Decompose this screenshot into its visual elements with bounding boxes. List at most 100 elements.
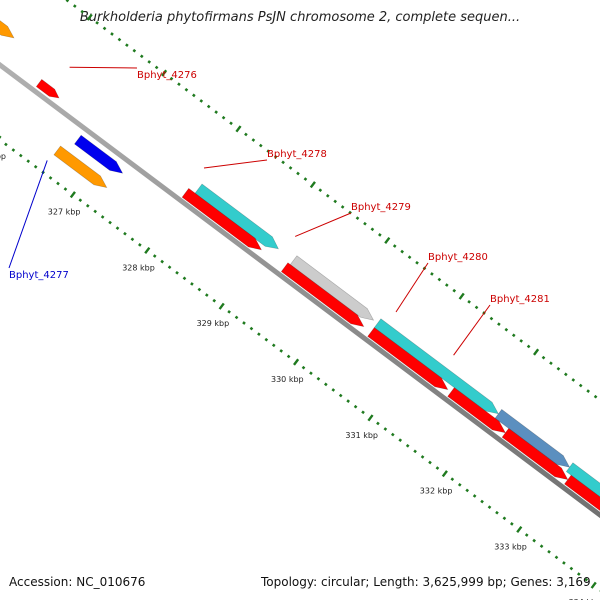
minor-tick — [95, 21, 99, 25]
minor-tick — [309, 371, 313, 376]
minor-tick — [115, 226, 120, 230]
gene-arrow — [289, 255, 375, 321]
minor-tick — [370, 227, 375, 232]
minor-tick — [532, 538, 536, 543]
minor-tick — [249, 326, 254, 331]
major-tick — [458, 292, 465, 300]
minor-tick — [85, 204, 90, 208]
minor-tick — [489, 316, 494, 321]
minor-tick — [182, 276, 187, 281]
minor-tick — [167, 265, 172, 270]
minor-tick — [65, 0, 70, 3]
minor-tick — [169, 76, 174, 81]
major-tick — [218, 302, 225, 310]
kbp-label: 333 kbp — [494, 542, 527, 551]
minor-tick — [398, 438, 403, 443]
minor-tick — [93, 209, 98, 214]
minor-tick — [132, 48, 137, 53]
minor-tick — [556, 366, 561, 371]
minor-tick — [258, 143, 263, 148]
leader-line — [8, 160, 48, 269]
minor-tick — [474, 305, 479, 310]
minor-tick — [316, 376, 321, 381]
gene-label-bphyt_4276: Bphyt_4276 — [137, 70, 197, 81]
major-tick — [367, 414, 374, 422]
minor-tick — [562, 561, 566, 565]
minor-tick — [539, 544, 544, 549]
minor-tick — [392, 244, 397, 248]
minor-tick — [271, 343, 276, 348]
minor-tick — [160, 259, 164, 264]
kbp-label: 327 kbp — [48, 208, 81, 217]
minor-tick — [221, 115, 226, 120]
minor-tick — [346, 399, 350, 403]
minor-tick — [524, 533, 529, 537]
minor-tick — [413, 449, 417, 454]
gene-arrow — [53, 145, 108, 189]
minor-tick — [100, 215, 105, 219]
kbp-label: 329 kbp — [197, 319, 230, 328]
minor-tick — [390, 432, 395, 437]
backbone-layer — [0, 61, 600, 519]
major-tick — [590, 581, 597, 589]
gene-arrow — [565, 462, 600, 498]
gene-arrow — [35, 78, 60, 99]
minor-tick — [415, 260, 419, 265]
minor-tick — [72, 4, 77, 8]
major-tick — [144, 246, 151, 254]
minor-tick — [152, 254, 157, 258]
gene-arrow — [74, 134, 124, 174]
minor-tick — [569, 566, 574, 571]
minor-tick — [273, 154, 278, 159]
minor-tick — [4, 142, 8, 147]
minor-tick — [257, 332, 261, 336]
minor-tick — [511, 333, 516, 338]
map-title: Burkholderia phytofirmans PsJN chromosom… — [79, 10, 521, 25]
minor-tick — [437, 277, 442, 282]
minor-tick — [593, 394, 598, 399]
minor-tick — [519, 339, 524, 343]
minor-tick — [400, 249, 404, 254]
minor-tick — [452, 288, 457, 293]
minor-tick — [547, 549, 551, 554]
major-tick — [235, 125, 242, 133]
minor-tick — [331, 388, 336, 392]
minor-tick — [435, 466, 440, 470]
minor-tick — [564, 372, 568, 377]
minor-tick — [318, 188, 323, 193]
minor-tick — [444, 283, 449, 287]
minor-tick — [428, 460, 432, 465]
minor-tick — [117, 37, 122, 42]
gene-arrow — [0, 20, 15, 39]
minor-tick — [56, 181, 60, 186]
kbp-label: 326 kbp — [0, 152, 6, 161]
major-tick — [69, 191, 76, 199]
gene-arrow — [181, 187, 262, 251]
minor-tick — [526, 344, 531, 349]
minor-tick — [467, 300, 471, 304]
major-tick — [516, 525, 523, 533]
label-layer: 326 kbp 327 kbp 328 kbp 329 kbp 330 kbp 331 k… — [0, 66, 600, 600]
minor-tick — [206, 104, 211, 109]
minor-tick — [110, 32, 114, 36]
minor-tick — [197, 287, 202, 292]
minor-tick — [383, 427, 388, 431]
minor-tick — [378, 233, 382, 237]
kbp-label: 331 kbp — [345, 431, 378, 440]
minor-tick — [48, 176, 53, 180]
minor-tick — [33, 164, 38, 169]
minor-tick — [281, 160, 285, 165]
minor-tick — [584, 577, 589, 582]
minor-tick — [457, 482, 462, 487]
gene-label-bphyt_4281: Bphyt_4281 — [490, 294, 550, 305]
minor-tick — [244, 132, 248, 137]
leader-line — [295, 212, 352, 237]
minor-tick — [286, 354, 291, 359]
major-tick — [0, 135, 2, 139]
major-tick — [533, 348, 540, 356]
minor-tick — [376, 421, 380, 426]
minor-tick — [586, 389, 590, 393]
minor-tick — [472, 494, 477, 498]
minor-tick — [125, 43, 129, 47]
